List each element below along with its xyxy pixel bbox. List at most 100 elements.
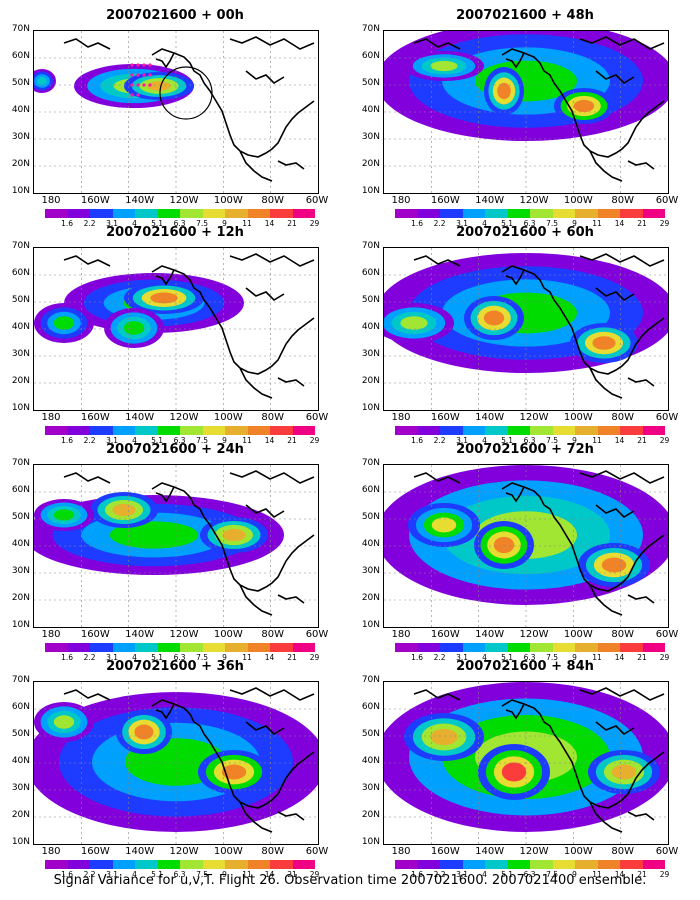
lat-tick-label: 30N: [11, 132, 30, 142]
lat-tick-label: 70N: [11, 675, 30, 685]
colorbar-label: 4: [132, 219, 137, 228]
colorbar-swatch: [247, 860, 270, 869]
lon-tick-label: 60W: [655, 412, 679, 423]
coastline: [63, 470, 315, 616]
colorbar-label: 7.5: [546, 870, 559, 879]
variance-contour: [147, 81, 171, 91]
colorbar-swatch: [395, 860, 418, 869]
colorbar-label: 11: [592, 870, 602, 879]
colorbar-swatch: [575, 209, 598, 218]
variance-contour: [573, 99, 595, 113]
variance-contour: [221, 764, 247, 780]
lat-tick-label: 10N: [361, 403, 380, 413]
coastline: [63, 253, 315, 399]
colorbar-swatch: [530, 209, 553, 218]
colorbar-swatch: [45, 209, 68, 218]
colorbar-swatch: [462, 643, 485, 652]
observation-dot: [130, 93, 134, 97]
variance-contour: [430, 60, 458, 72]
variance-contour: [611, 764, 637, 780]
target-circle: [159, 66, 213, 120]
colorbar-swatch: [462, 426, 485, 435]
variance-contour: [222, 528, 246, 542]
colorbar-swatch: [485, 643, 508, 652]
coastline: [63, 687, 315, 833]
colorbar-swatch: [507, 860, 530, 869]
lon-tick-label: 60W: [655, 846, 679, 857]
lat-tick-label: 10N: [11, 186, 30, 196]
lat-tick-label: 70N: [361, 458, 380, 468]
lat-tick-label: 70N: [11, 241, 30, 251]
colorbar-swatch: [462, 860, 485, 869]
colorbar-label: 7.5: [196, 436, 209, 445]
lat-tick-label: 40N: [11, 322, 30, 332]
colorbar-label: 6.3: [523, 219, 536, 228]
colorbar-label: 29: [659, 436, 670, 445]
lat-tick-label: 30N: [11, 566, 30, 576]
lat-tick-label: 60N: [361, 51, 380, 61]
lon-tick-label: 80W: [261, 195, 284, 206]
colorbar-label: 6.3: [173, 219, 186, 228]
map-svg: [34, 465, 318, 627]
lon-tick-label: 120W: [169, 846, 199, 857]
map-svg: [34, 682, 318, 844]
lon-tick-label: 60W: [305, 629, 329, 640]
lon-tick-label: 120W: [519, 629, 549, 640]
map-panel: [33, 464, 319, 628]
colorbar-swatch: [90, 643, 113, 652]
colorbar-label: 5.1: [501, 653, 514, 662]
colorbar-labels: 1.6 2.2 3.1 4 5.1 6.3 7.5 9 11 14 21 29: [45, 653, 319, 663]
colorbar-label: 1.6: [61, 870, 74, 879]
lon-tick-label: 180: [391, 846, 411, 857]
colorbar-label: 2.2: [83, 219, 96, 228]
colorbar-label: 6.3: [523, 870, 536, 879]
colorbar-swatch: [180, 426, 203, 435]
colorbar-swatch: [270, 426, 293, 435]
coastline: [413, 36, 665, 182]
lon-tick-label: 80W: [261, 629, 284, 640]
panel-title: 2007021600 + 00h: [106, 8, 244, 23]
lat-tick-label: 60N: [361, 485, 380, 495]
colorbar-label: 5.1: [151, 219, 164, 228]
colorbar-label: 29: [659, 870, 670, 879]
observation-dot: [136, 93, 140, 97]
colorbar-swatch: [395, 426, 418, 435]
map-panel: [33, 30, 319, 194]
variance-contour: [150, 292, 178, 304]
colorbar-swatch: [45, 426, 68, 435]
observation-dot: [148, 63, 152, 67]
colorbar-swatch: [642, 426, 665, 435]
variance-contour: [37, 76, 47, 86]
lon-tick-label: 180: [41, 846, 61, 857]
colorbar-label: 4: [482, 870, 487, 879]
colorbar-label: 6.3: [523, 436, 536, 445]
colorbar-label: 1.6: [61, 219, 74, 228]
colorbar-swatch: [597, 209, 620, 218]
lon-tick-label: 160W: [80, 195, 110, 206]
colorbar-label: 29: [659, 653, 670, 662]
lon-tick-label: 140W: [125, 195, 155, 206]
colorbar-labels: 1.6 2.2 3.1 4 5.1 6.3 7.5 9 11 14 21 29: [395, 436, 669, 446]
lon-tick-label: 160W: [430, 412, 460, 423]
variance-contour: [431, 517, 457, 533]
colorbar-label: 29: [309, 653, 320, 662]
panel-title: 2007021600 + 24h: [106, 442, 244, 457]
colorbar-swatch: [485, 209, 508, 218]
lon-tick-label: 160W: [430, 846, 460, 857]
colorbar-swatch: [530, 643, 553, 652]
colorbar-label: 9: [572, 653, 577, 662]
colorbar-label: 29: [659, 219, 670, 228]
colorbar-label: 7.5: [196, 653, 209, 662]
colorbar-swatch: [247, 209, 270, 218]
lat-tick-label: 30N: [361, 566, 380, 576]
colorbar-swatch: [67, 643, 90, 652]
lon-tick-label: 80W: [611, 195, 634, 206]
colorbar-label: 1.6: [411, 219, 424, 228]
colorbar-label: 11: [592, 436, 602, 445]
lon-tick-label: 120W: [519, 412, 549, 423]
colorbar-label: 4: [132, 870, 137, 879]
lat-tick-label: 10N: [361, 837, 380, 847]
map-svg: [384, 465, 668, 627]
colorbar-swatch: [530, 426, 553, 435]
lon-tick-label: 120W: [169, 412, 199, 423]
